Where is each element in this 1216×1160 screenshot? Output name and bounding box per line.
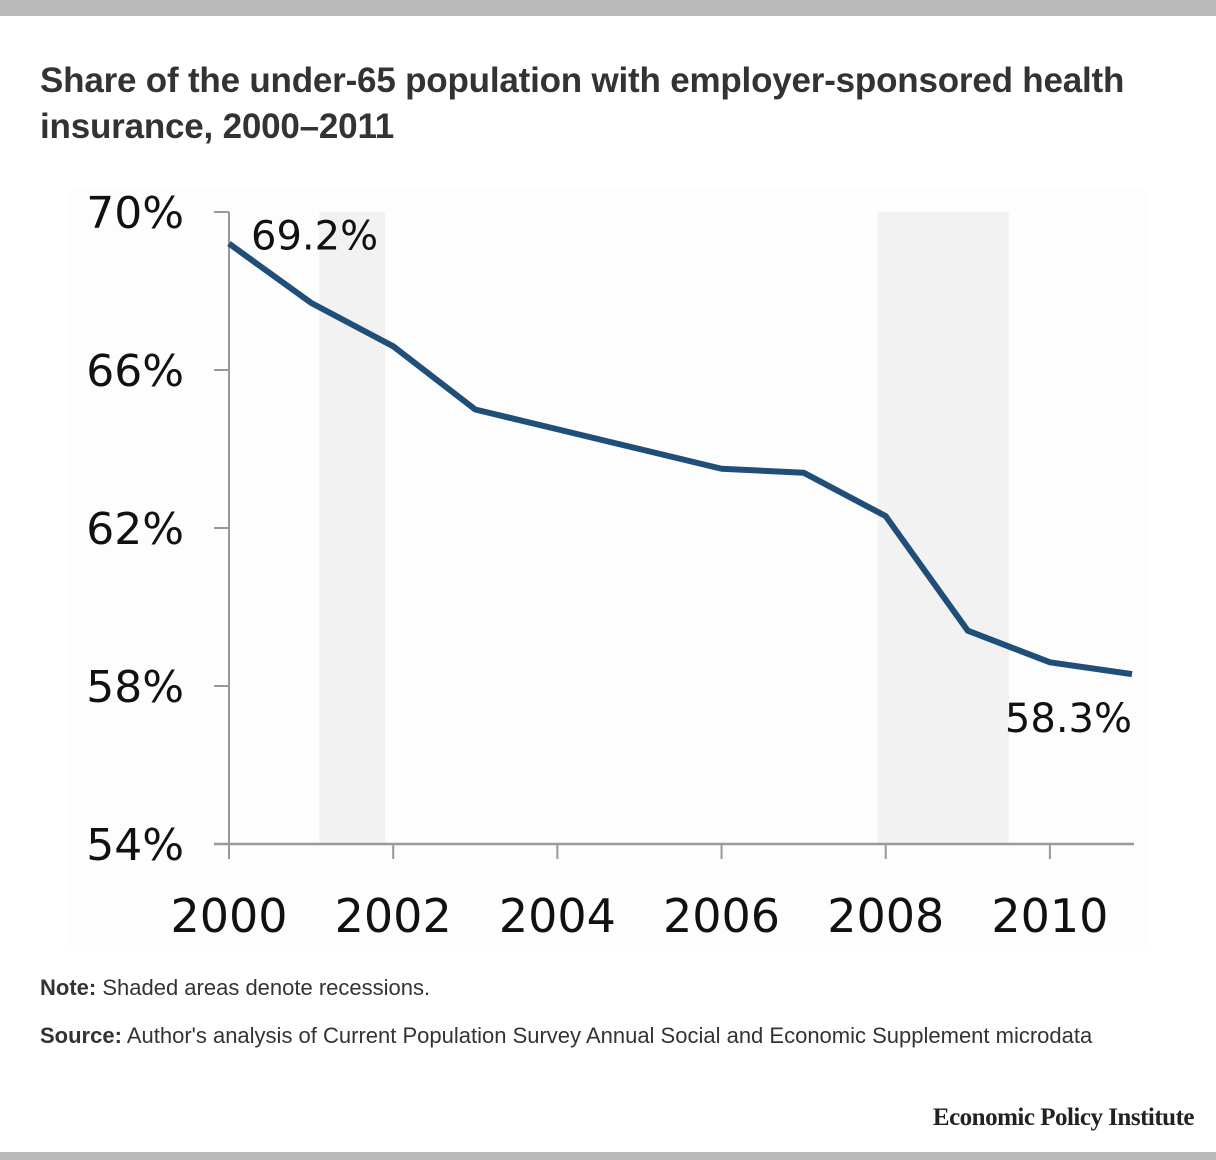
recession-band (877, 212, 1009, 844)
recession-shading-layer (319, 212, 1009, 844)
axis-layer: 70% 66% 62% 58% 54% 2000 2002 2004 2006 2008 2010 (86, 188, 1134, 943)
note-text: Shaded areas denote recessions. (102, 975, 431, 1000)
annotation-layer: 69.2% 58.3% (251, 214, 1132, 743)
series-line (227, 241, 1133, 678)
top-border-bar (0, 0, 1216, 16)
y-tick-label: 66% (86, 346, 184, 397)
y-tick-label: 70% (86, 188, 184, 239)
x-tick-label: 2002 (335, 889, 452, 943)
y-tick-label: 54% (86, 820, 184, 871)
series-line-layer (227, 241, 1133, 678)
data-label: 69.2% (251, 214, 378, 260)
x-tick-label: 2004 (499, 889, 616, 943)
y-tick-label: 62% (86, 504, 184, 555)
x-tick-label: 2006 (663, 889, 780, 943)
x-tick-label: 2008 (827, 889, 944, 943)
data-label: 58.3% (1005, 696, 1132, 742)
brand-logo-text: Economic Policy Institute (932, 1104, 1195, 1131)
bottom-border-bar (0, 1152, 1216, 1160)
note-label: Note: (40, 975, 97, 1000)
x-tick-label: 2000 (170, 889, 287, 943)
recession-band (319, 212, 385, 844)
source-text: Author's analysis of Current Population … (126, 1023, 1093, 1048)
chart-area: 70% 66% 62% 58% 54% 2000 2002 2004 2006 2008 2010 … (0, 180, 1216, 960)
y-tick-label: 58% (86, 662, 184, 713)
chart-title: Share of the under-65 population with em… (40, 61, 1125, 146)
x-tick-label: 2010 (991, 889, 1108, 943)
chart-source: Source: Author's analysis of Current Pop… (40, 1020, 1160, 1052)
source-label: Source: (40, 1023, 122, 1048)
chart-note: Note: Shaded areas denote recessions. (40, 975, 430, 1001)
line-chart: 70%66%62%58%54%2000 2002 2004 2006 2008 2010 … (70, 188, 1146, 950)
